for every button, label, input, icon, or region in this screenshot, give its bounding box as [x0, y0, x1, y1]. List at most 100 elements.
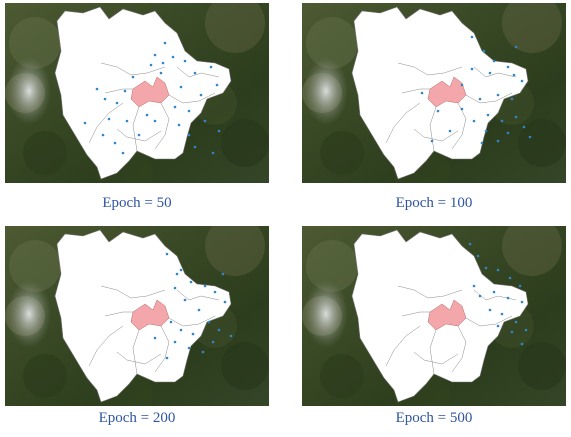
sample-point: [460, 107, 464, 111]
sample-point: [484, 266, 488, 270]
terrain-texture: [320, 354, 364, 398]
sample-point: [470, 35, 474, 39]
sample-point: [165, 252, 169, 256]
sample-point: [506, 131, 510, 135]
sample-point: [472, 284, 476, 288]
county-boundary: [465, 92, 513, 104]
sample-point: [201, 350, 205, 354]
sample-point: [175, 272, 179, 276]
sample-point: [510, 97, 514, 101]
sample-point: [448, 129, 452, 133]
county-boundary: [385, 325, 421, 367]
sample-point: [173, 105, 177, 109]
sample-point: [460, 83, 464, 87]
terrain-texture: [518, 119, 566, 167]
sample-point: [107, 117, 111, 121]
highlighted-region: [130, 299, 170, 331]
sample-point: [488, 308, 492, 312]
sample-point: [153, 53, 157, 57]
sample-point: [187, 346, 191, 350]
map-panel-epoch-200: [5, 226, 269, 406]
sample-point: [470, 67, 474, 71]
county-boundary: [176, 289, 220, 301]
sample-point: [520, 79, 524, 83]
sample-point: [177, 123, 181, 127]
sample-point: [183, 59, 187, 63]
sample-point: [518, 284, 522, 288]
county-boundary: [413, 351, 459, 365]
terrain-texture: [221, 119, 269, 167]
sample-point: [165, 356, 169, 360]
map-panel-epoch-500: [302, 226, 566, 406]
terrain-texture: [306, 240, 358, 292]
county-boundary: [116, 128, 162, 142]
sample-point: [173, 286, 177, 290]
sample-point: [209, 65, 213, 69]
sample-point: [472, 119, 476, 123]
sample-point: [189, 280, 193, 284]
sample-point: [488, 71, 492, 75]
sample-point: [163, 41, 167, 45]
highlighted-region: [130, 76, 170, 108]
caption-epoch-50: Epoch = 50: [102, 195, 172, 211]
county-boundary: [451, 102, 467, 150]
county-boundary: [397, 285, 463, 299]
sample-point: [484, 129, 488, 133]
county-boundary: [104, 88, 133, 94]
caption-epoch-100: Epoch = 100: [395, 195, 473, 211]
sample-point: [193, 71, 197, 75]
terrain-texture: [23, 354, 67, 398]
sample-point: [125, 119, 129, 123]
satellite-map: [5, 226, 269, 406]
sample-point: [500, 312, 504, 316]
sample-point: [215, 83, 219, 87]
satellite-map: [5, 3, 269, 183]
terrain-texture: [221, 342, 269, 390]
county-boundary: [132, 106, 140, 152]
map-panel-epoch-50: [5, 3, 269, 183]
sample-point: [510, 330, 514, 334]
terrain-texture: [23, 131, 67, 175]
terrain-texture: [9, 17, 61, 69]
county-boundary: [154, 325, 170, 373]
county-boundary: [168, 92, 216, 104]
county-boundary: [401, 88, 430, 94]
snow-mountains: [304, 280, 348, 348]
highlighted-region: [427, 76, 467, 108]
sample-point: [179, 268, 183, 272]
sample-point: [506, 65, 510, 69]
county-boundary: [429, 106, 437, 152]
sample-point: [149, 63, 153, 67]
sample-point: [217, 328, 221, 332]
snow-mountains: [304, 57, 348, 125]
sample-point: [191, 332, 195, 336]
sample-point: [193, 145, 197, 149]
terrain-texture: [518, 342, 566, 390]
sample-point: [131, 75, 135, 79]
county-boundary: [401, 311, 430, 317]
county-boundary: [397, 62, 463, 76]
county-boundary: [176, 66, 220, 78]
sample-point: [153, 119, 157, 123]
snow-mountains: [7, 57, 51, 125]
sample-point: [430, 139, 434, 143]
sample-point: [101, 133, 105, 137]
terrain-texture: [9, 240, 61, 292]
sample-point: [179, 328, 183, 332]
sample-point: [496, 268, 500, 272]
county-boundary: [168, 315, 216, 327]
sample-point: [482, 49, 486, 53]
sample-point: [420, 91, 424, 95]
county-boundary: [385, 102, 421, 144]
sample-point: [478, 294, 482, 298]
sample-point: [123, 89, 127, 93]
caption-epoch-500: Epoch = 500: [395, 410, 473, 426]
sample-point: [478, 97, 482, 101]
sample-point: [520, 342, 524, 346]
sample-point: [187, 133, 191, 137]
terrain-texture: [502, 226, 562, 276]
sample-point: [476, 254, 480, 258]
county-boundary: [104, 311, 133, 317]
sample-point: [213, 290, 217, 294]
sample-point: [528, 135, 532, 139]
